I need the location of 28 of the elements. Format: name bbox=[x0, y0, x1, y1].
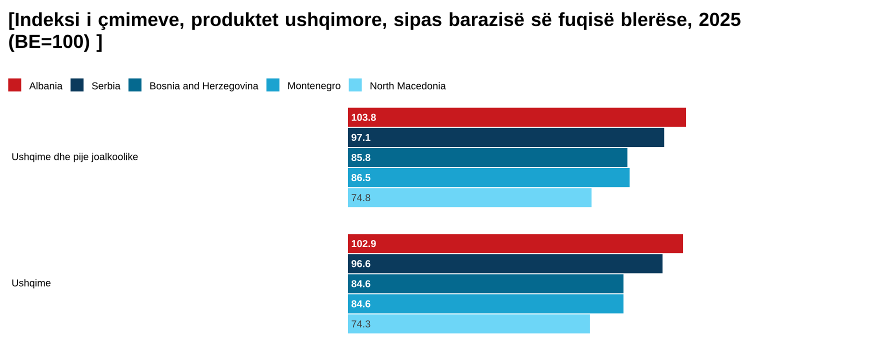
legend-label: Albania bbox=[29, 82, 63, 90]
y-tick-label: Ushqime dhe pije joalkoolike bbox=[12, 152, 138, 162]
data-label: 74.3 bbox=[352, 320, 370, 328]
legend-label: Bosnia and Herzegovina bbox=[150, 82, 258, 92]
bar bbox=[348, 294, 624, 314]
legend-label: Montenegro bbox=[288, 82, 340, 92]
bar bbox=[348, 234, 684, 254]
data-label: 74.8 bbox=[352, 194, 370, 202]
data-label: 86.5 bbox=[352, 174, 370, 182]
data-label: 97.1 bbox=[352, 134, 370, 141]
bar bbox=[348, 314, 590, 334]
bar bbox=[348, 274, 624, 294]
chart-title: [Indeksi i çmimeve, produktet ushqimore, sipas barazisë së fuqisë blerëse, 2025 (BE=100) ] bbox=[9, 12, 740, 52]
data-label: 96.6 bbox=[352, 260, 370, 268]
legend-label: North Macedonia bbox=[370, 82, 446, 90]
y-tick-label: Ushqime bbox=[12, 279, 51, 288]
bar bbox=[348, 254, 663, 274]
data-label: 84.6 bbox=[352, 280, 370, 288]
data-label: 102.9 bbox=[352, 240, 376, 248]
bar bbox=[348, 148, 628, 168]
bar bbox=[348, 128, 664, 147]
data-label: 85.8 bbox=[352, 154, 370, 162]
data-label: 84.6 bbox=[352, 300, 370, 308]
bar bbox=[348, 168, 630, 188]
legend-label: Serbia bbox=[92, 82, 120, 90]
bar bbox=[348, 108, 686, 127]
data-label: 103.8 bbox=[352, 114, 376, 121]
bar bbox=[348, 188, 592, 208]
